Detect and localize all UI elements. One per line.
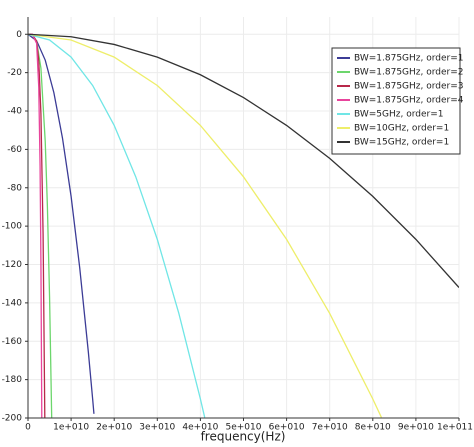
y-tick-label: -20 [7, 68, 22, 78]
y-tick-label: -100 [2, 222, 23, 232]
x-tick-label: 7e+010 [312, 423, 348, 433]
y-tick-label: -140 [2, 298, 23, 308]
x-tick-label: 8e+010 [355, 423, 391, 433]
series-line [28, 33, 383, 418]
legend-label: BW=1.875GHz, order=2 [354, 68, 464, 78]
x-tick-label: 5e+010 [226, 423, 262, 433]
legend-label: BW=1.875GHz, order=3 [354, 82, 464, 92]
y-tick-label: -200 [2, 414, 23, 424]
x-tick-label: 4e+010 [182, 423, 218, 433]
x-tick-label: 9e+010 [398, 423, 434, 433]
y-tick-label: -180 [2, 375, 23, 385]
y-tick-label: 0 [16, 30, 22, 40]
y-tick-label: -40 [7, 107, 22, 117]
x-tick-label: 6e+010 [269, 423, 305, 433]
series-line [28, 33, 206, 418]
legend-label: BW=1.875GHz, order=1 [354, 54, 464, 64]
x-tick-label: 1e+010 [53, 423, 89, 433]
y-tick-label: -80 [7, 183, 22, 193]
x-tick-label: 0 [25, 423, 31, 433]
x-tick-label: 1e+011 [437, 423, 473, 433]
legend-label: BW=15GHz, order=1 [354, 138, 449, 148]
x-tick-label: 3e+010 [139, 423, 175, 433]
series-line [28, 33, 459, 288]
y-tick-label: -60 [7, 145, 22, 155]
legend-box [331, 47, 461, 155]
legend-label: BW=10GHz, order=1 [354, 124, 449, 134]
legend-label: BW=5GHz, order=1 [354, 110, 443, 120]
y-tick-label: -120 [2, 260, 23, 270]
y-tick-label: -160 [2, 337, 23, 347]
x-axis-label: frequency(Hz) [201, 430, 286, 444]
x-tick-label: 2e+010 [96, 423, 132, 433]
legend-label: BW=1.875GHz, order=4 [354, 96, 464, 106]
series-line [28, 33, 95, 414]
